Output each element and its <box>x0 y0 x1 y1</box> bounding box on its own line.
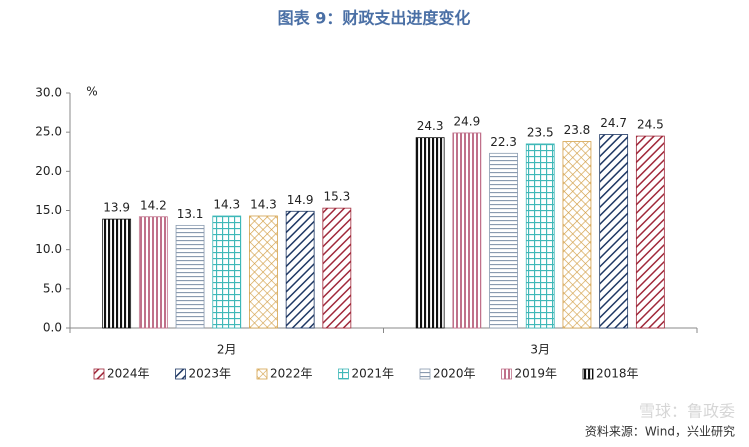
bar <box>562 141 592 329</box>
value-label: 24.5 <box>637 118 664 132</box>
value-label: 22.3 <box>490 135 517 149</box>
y-tick-label: 30.0 <box>35 86 62 100</box>
chart-title: 图表 9：财政支出进度变化 <box>278 9 471 28</box>
value-label: 14.2 <box>140 198 167 212</box>
source: 资料来源：Wind，兴业研究 <box>585 424 735 439</box>
bar <box>102 218 132 329</box>
x-tick-label: 3月 <box>530 343 550 357</box>
value-label: 23.8 <box>564 123 591 137</box>
bar <box>599 134 629 329</box>
value-label: 14.9 <box>287 193 314 207</box>
value-label: 23.5 <box>527 125 554 139</box>
value-label: 13.9 <box>103 201 130 215</box>
y-tick-label: 5.0 <box>43 281 62 295</box>
value-label: 14.3 <box>250 197 277 211</box>
y-tick-label: 20.0 <box>35 164 62 178</box>
bar <box>525 143 555 329</box>
x-tick-label: 2月 <box>217 343 237 357</box>
legend-label: 2024年 <box>107 367 150 381</box>
legend-label: 2022年 <box>270 367 313 381</box>
value-label: 24.3 <box>417 119 444 133</box>
bar <box>415 137 445 329</box>
bar <box>175 224 205 329</box>
bar <box>489 152 518 329</box>
bar <box>138 216 168 329</box>
bar <box>285 210 315 329</box>
legend-swatch <box>582 368 594 380</box>
legend-swatch <box>419 368 431 380</box>
bar <box>249 215 278 329</box>
value-label: 24.7 <box>600 116 627 130</box>
bar <box>452 132 482 329</box>
y-tick-label: 15.0 <box>35 203 62 217</box>
legend-label: 2023年 <box>189 367 232 381</box>
bar <box>635 135 665 329</box>
y-tick-label: 10.0 <box>35 242 62 256</box>
bar <box>322 207 352 329</box>
legend-label: 2020年 <box>433 367 476 381</box>
bar <box>212 215 242 329</box>
value-label: 24.9 <box>453 114 480 128</box>
watermark: 雪球：鲁政委 <box>639 402 735 421</box>
value-label: 14.3 <box>213 197 240 211</box>
legend-swatch <box>338 368 349 380</box>
y-tick-label: 25.0 <box>35 125 62 139</box>
value-label: 13.1 <box>177 207 204 221</box>
legend-label: 2021年 <box>352 367 395 381</box>
legend-swatch <box>256 368 268 380</box>
legend-label: 2018年 <box>596 367 639 381</box>
legend-label: 2019年 <box>515 367 558 381</box>
legend-swatch <box>175 368 186 380</box>
y-axis-label: % <box>86 85 97 99</box>
value-label: 15.3 <box>323 190 350 204</box>
legend-swatch <box>93 368 105 380</box>
legend-swatch <box>501 368 512 380</box>
y-tick-label: 0.0 <box>43 321 62 335</box>
